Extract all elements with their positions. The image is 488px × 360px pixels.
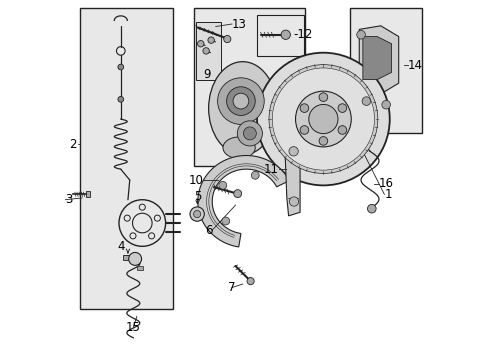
Text: 2: 2 — [69, 138, 76, 150]
Text: 16: 16 — [378, 177, 393, 190]
Circle shape — [222, 217, 229, 225]
Bar — [257, 15, 303, 56]
Bar — [196, 22, 221, 80]
Bar — [122, 255, 131, 260]
Circle shape — [381, 100, 389, 109]
Text: 9: 9 — [203, 68, 210, 81]
Text: 11: 11 — [263, 163, 278, 176]
Text: 7: 7 — [228, 281, 235, 294]
Circle shape — [128, 252, 142, 265]
Circle shape — [308, 104, 337, 134]
Text: 6: 6 — [204, 224, 212, 237]
Circle shape — [272, 68, 374, 170]
Text: 14: 14 — [407, 59, 422, 72]
Circle shape — [190, 207, 204, 221]
Circle shape — [243, 127, 256, 140]
Text: 8: 8 — [305, 95, 312, 108]
Text: 4: 4 — [117, 240, 124, 253]
Circle shape — [356, 31, 365, 39]
Circle shape — [246, 278, 254, 285]
Text: -12: -12 — [292, 28, 312, 41]
Circle shape — [193, 211, 201, 218]
Circle shape — [367, 204, 375, 213]
Text: 15: 15 — [125, 320, 141, 333]
Bar — [80, 8, 172, 309]
Ellipse shape — [208, 62, 276, 155]
Polygon shape — [359, 26, 398, 94]
Circle shape — [319, 93, 327, 102]
Circle shape — [207, 37, 214, 43]
Text: 3: 3 — [65, 193, 72, 206]
Circle shape — [300, 126, 308, 134]
Circle shape — [118, 96, 123, 102]
Circle shape — [288, 147, 298, 156]
Circle shape — [237, 121, 262, 146]
Circle shape — [300, 104, 308, 112]
Circle shape — [233, 93, 248, 109]
Polygon shape — [285, 134, 301, 216]
Text: 1: 1 — [384, 188, 391, 201]
Circle shape — [217, 78, 264, 125]
Bar — [137, 266, 143, 270]
Circle shape — [197, 41, 203, 47]
Circle shape — [289, 197, 298, 206]
Text: 5: 5 — [194, 190, 201, 203]
Circle shape — [281, 30, 290, 40]
Circle shape — [295, 91, 350, 147]
Circle shape — [251, 171, 259, 179]
Bar — [85, 192, 90, 197]
Polygon shape — [362, 37, 391, 80]
Circle shape — [337, 126, 346, 134]
Circle shape — [226, 87, 255, 116]
Circle shape — [319, 136, 327, 145]
Circle shape — [268, 65, 377, 174]
Circle shape — [233, 190, 241, 198]
Circle shape — [362, 97, 370, 105]
Circle shape — [337, 104, 346, 112]
Circle shape — [118, 64, 123, 70]
Circle shape — [219, 181, 226, 189]
Circle shape — [203, 48, 209, 54]
Bar — [194, 8, 305, 166]
Polygon shape — [198, 156, 289, 247]
Ellipse shape — [223, 137, 255, 158]
Circle shape — [257, 53, 389, 185]
Bar — [349, 8, 421, 134]
Text: 13: 13 — [231, 18, 246, 31]
Text: 10: 10 — [188, 174, 203, 186]
Circle shape — [223, 36, 230, 42]
